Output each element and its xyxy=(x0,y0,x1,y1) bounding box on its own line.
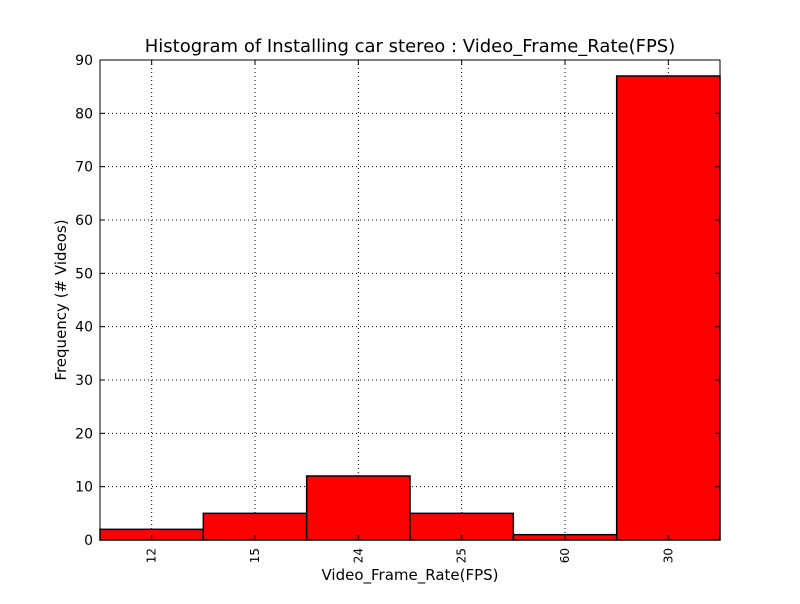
histogram-bar xyxy=(615,75,721,541)
plot-frame xyxy=(99,59,721,541)
y-tick-label: 70 xyxy=(75,160,93,176)
x-tick-label: 25 xyxy=(455,548,469,563)
x-tick-label: 24 xyxy=(351,548,365,563)
x-tick-label: 12 xyxy=(145,548,159,563)
y-tick-label: 60 xyxy=(75,213,93,229)
y-axis-label: Frequency (# Videos) xyxy=(52,219,70,380)
y-tick-label: 0 xyxy=(84,533,93,549)
axis-ticks: 0 10 20 30 40 50 60 70 80 90 12 15 24 25 60 30 xyxy=(75,53,720,563)
y-tick-label: 80 xyxy=(75,106,93,122)
y-tick-label: 10 xyxy=(75,480,93,496)
x-tick-label: 60 xyxy=(558,548,572,563)
x-tick-label: 15 xyxy=(248,548,262,563)
y-tick-label: 90 xyxy=(75,53,93,69)
x-axis-label: Video_Frame_Rate(FPS) xyxy=(321,566,498,585)
histogram-bar xyxy=(305,475,411,541)
x-tick-label: 30 xyxy=(661,548,675,563)
bars xyxy=(99,75,721,541)
y-tick-label: 50 xyxy=(75,266,93,282)
y-tick-label: 40 xyxy=(75,320,93,336)
chart-title: Histogram of Installing car stereo : Vid… xyxy=(145,36,676,57)
y-tick-label: 20 xyxy=(75,426,93,442)
y-tick-label: 30 xyxy=(75,373,93,389)
